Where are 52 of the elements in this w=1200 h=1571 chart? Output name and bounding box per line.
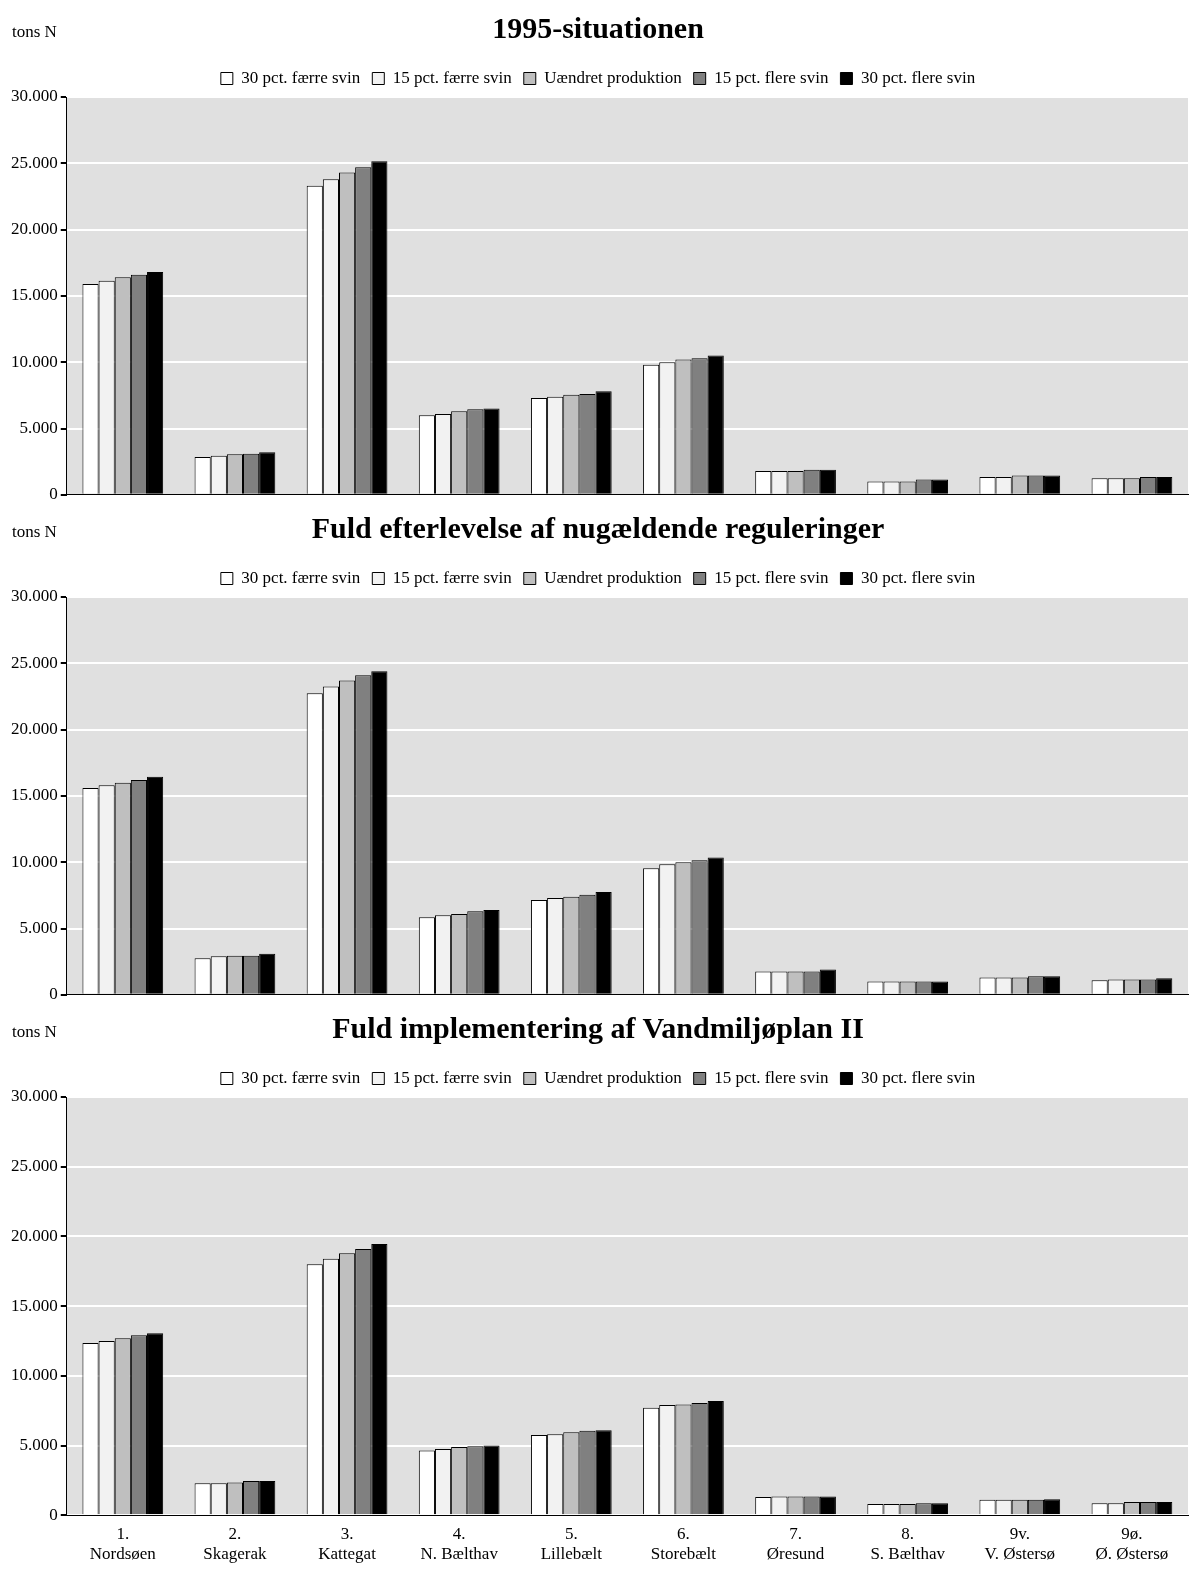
- y-tick-label: 0: [49, 1504, 58, 1524]
- y-tick-label: 20.000: [11, 719, 58, 739]
- y-tick-label: 30.000: [11, 586, 58, 606]
- legend-label: 30 pct. flere svin: [860, 67, 976, 87]
- y-tick-label: 15.000: [11, 285, 58, 305]
- legend-label: 15 pct. flere svin: [714, 1067, 829, 1087]
- y-tick-label: 15.000: [11, 1295, 58, 1315]
- legend-label: 30 pct. færre svin: [241, 1067, 361, 1087]
- y-axis-title: tons N: [12, 522, 57, 542]
- y-tick-label: 15.000: [11, 785, 58, 805]
- legend-label: 15 pct. flere svin: [714, 67, 829, 87]
- y-axis-title: tons N: [12, 1022, 57, 1042]
- chart-title: Fuld efterlevelse af nugældende reguleringer: [311, 510, 885, 544]
- y-tick-label: 25.000: [11, 652, 58, 672]
- x-tick-label: 9ø. Ø. Østersø: [1095, 1523, 1169, 1564]
- x-tick-label: 6. Storebælt: [650, 1523, 717, 1564]
- legend-label: 30 pct. flere svin: [860, 567, 976, 587]
- y-tick-label: 20.000: [11, 1225, 58, 1245]
- y-tick-label: 0: [49, 984, 58, 1004]
- legend-label: 15 pct. flere svin: [714, 567, 829, 587]
- legend-label: 15 pct. færre svin: [392, 67, 513, 87]
- y-axis-title: tons N: [12, 22, 57, 42]
- y-tick-label: 5.000: [19, 1434, 58, 1454]
- x-tick-label: 5. Lillebælt: [540, 1523, 603, 1564]
- y-tick-label: 5.000: [19, 917, 58, 937]
- y-tick-label: 10.000: [11, 351, 58, 371]
- x-tick-label: 3. Kattegat: [318, 1523, 377, 1564]
- legend-label: 30 pct. flere svin: [860, 1067, 976, 1087]
- legend-label: 30 pct. færre svin: [241, 567, 361, 587]
- y-tick-label: 30.000: [11, 1086, 58, 1106]
- legend-label: Uændret produktion: [544, 1067, 683, 1087]
- x-tick-label: 7. Øresund: [766, 1523, 825, 1564]
- legend-label: 15 pct. færre svin: [392, 567, 513, 587]
- x-tick-label: 2. Skagerak: [203, 1523, 268, 1564]
- x-tick-label: 8. S. Bælthav: [870, 1523, 946, 1564]
- x-tick-label: 1. Nordsøen: [89, 1523, 157, 1564]
- y-tick-label: 20.000: [11, 219, 58, 239]
- y-tick-label: 10.000: [11, 1365, 58, 1385]
- chart-title: Fuld implementering af Vandmiljøplan II: [332, 1010, 864, 1044]
- legend-label: Uændret produktion: [544, 567, 683, 587]
- legend-label: 30 pct. færre svin: [241, 67, 361, 87]
- y-tick-label: 10.000: [11, 851, 58, 871]
- y-tick-label: 5.000: [19, 417, 58, 437]
- x-tick-label: 9v. V. Østersø: [984, 1523, 1056, 1564]
- y-tick-label: 25.000: [11, 152, 58, 172]
- x-tick-label: 4. N. Bælthav: [420, 1523, 499, 1564]
- y-tick-label: 25.000: [11, 1156, 58, 1176]
- legend-label: Uændret produktion: [544, 67, 683, 87]
- y-tick-label: 0: [49, 484, 58, 504]
- y-tick-label: 30.000: [11, 86, 58, 106]
- chart-title: 1995-situationen: [492, 10, 705, 44]
- legend-label: 15 pct. færre svin: [392, 1067, 513, 1087]
